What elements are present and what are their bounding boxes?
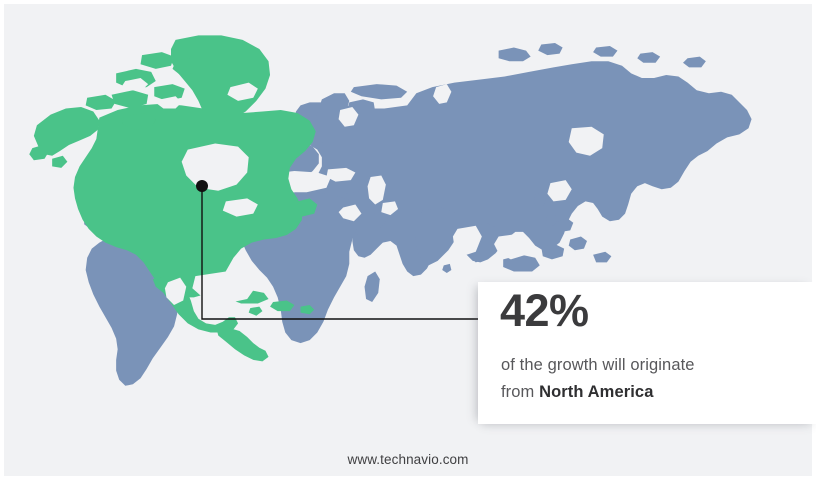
region-borneo xyxy=(541,244,565,260)
map-region-north-america xyxy=(29,35,318,362)
region-scandinavia-north xyxy=(350,84,408,100)
callout-percent: 42% xyxy=(500,285,589,336)
region-canada-usa-mexico xyxy=(73,103,316,298)
cutout-south-china-sea xyxy=(494,233,531,260)
footer-source: www.technavio.com xyxy=(347,452,469,467)
region-severnaya-zemlya xyxy=(538,42,563,56)
region-philippines xyxy=(556,218,574,232)
region-arctic-canada-6 xyxy=(172,58,199,75)
region-new-guinea-west xyxy=(593,251,612,263)
cutout-hudson-bay xyxy=(181,143,249,191)
region-arctic-canada-3 xyxy=(111,90,149,109)
cutout-gulf-of-mexico xyxy=(192,271,255,304)
region-sulawesi xyxy=(568,236,587,251)
cutout-baltic-sea xyxy=(338,106,359,127)
region-arctic-island-1 xyxy=(593,46,618,57)
region-alaska xyxy=(33,106,100,156)
cutout-black-sea xyxy=(326,167,356,182)
callout-line1: of the growth will originate xyxy=(501,356,695,374)
region-novaya-zemlya xyxy=(498,47,531,62)
region-arctic-canada-2 xyxy=(140,52,175,69)
cutout-baffin-bay xyxy=(227,82,258,101)
region-aleutians-2 xyxy=(52,155,68,168)
region-aleutians-1 xyxy=(29,145,50,161)
cutout-arctic-channel-2 xyxy=(157,96,182,109)
callout-line2-prefix: from xyxy=(501,382,540,401)
region-jamaica xyxy=(248,306,263,316)
region-japan-north xyxy=(570,169,584,191)
region-arctic-island-2 xyxy=(637,52,661,63)
cutout-gulf-of-california xyxy=(164,277,187,306)
cutout-sea-of-okhotsk xyxy=(568,126,604,156)
region-madagascar xyxy=(364,271,380,302)
callout-description: of the growth will originate from North … xyxy=(501,352,801,405)
world-map-container xyxy=(29,35,752,386)
region-scandinavia xyxy=(312,93,350,144)
cutout-sea-of-japan xyxy=(547,180,572,202)
region-arctic-canada-5 xyxy=(85,94,117,110)
region-sri-lanka xyxy=(442,263,452,274)
region-arctic-canada-7 xyxy=(122,113,156,130)
cutout-ob-gulf xyxy=(433,84,452,104)
cutout-arctic-channel-1 xyxy=(122,78,149,91)
region-korea xyxy=(533,192,546,208)
region-kyushu xyxy=(545,213,559,226)
callout-card: 42% of the growth will originate from No… xyxy=(478,282,816,424)
region-arctic-canada-4 xyxy=(154,84,185,101)
region-greenland xyxy=(171,35,271,123)
callout-region-name: North America xyxy=(539,382,654,401)
region-central-america xyxy=(216,327,269,362)
region-arctic-island-3 xyxy=(683,56,706,68)
region-sumatra-java xyxy=(503,254,540,272)
